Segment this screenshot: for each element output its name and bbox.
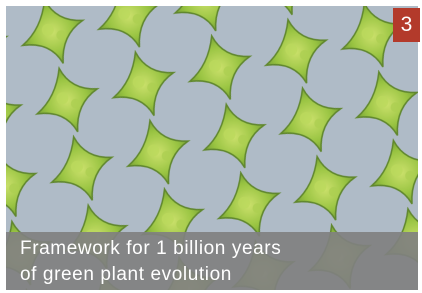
caption[interactable]: Framework for 1 billion years of green p…: [6, 232, 418, 290]
caption-line: Framework for 1 billion years: [20, 236, 418, 262]
caption-line: of green plant evolution: [20, 262, 418, 288]
badge: 3: [393, 8, 420, 42]
card[interactable]: 3 Framework for 1 billion years of green…: [0, 0, 422, 293]
